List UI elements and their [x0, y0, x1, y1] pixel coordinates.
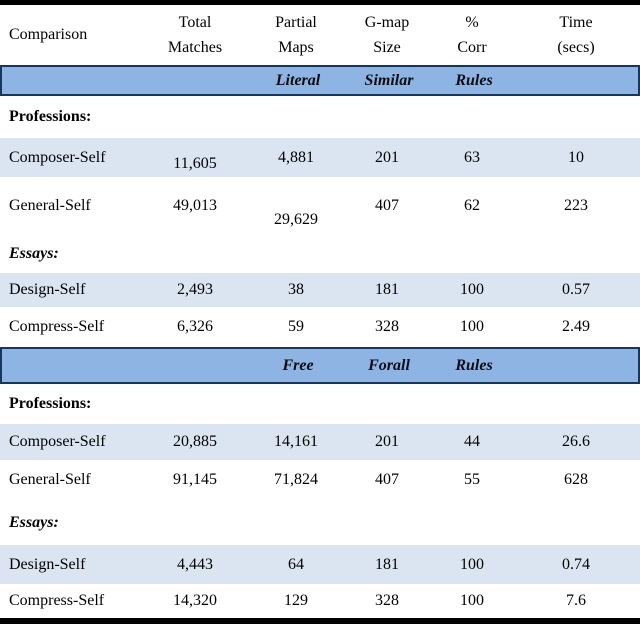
cell-gmap-size: 328 [375, 318, 399, 335]
header-line: Matches [167, 38, 223, 56]
cell-time-secs: 628 [564, 471, 588, 488]
data-row-composer-self: Composer-Self 11,605 4,881 201 63 10 [0, 138, 640, 177]
cell-partial-maps: 64 [288, 555, 304, 573]
cell-pct-corr: 55 [464, 471, 480, 488]
cell-partial-maps: 71,824 [274, 471, 318, 488]
header-line: Partial [275, 13, 317, 31]
band-label-literal: Literal [275, 71, 321, 89]
cell-time-secs: 26.6 [562, 433, 590, 450]
cell-gmap-size: 181 [375, 555, 399, 573]
cell-time-secs: 2.49 [562, 318, 590, 335]
cell-pct-corr: 63 [464, 148, 480, 166]
cell-partial-maps: 129 [284, 592, 308, 609]
section-band-free-forall-rules: Free Forall Rules [0, 347, 640, 384]
column-header-comparison: Comparison [9, 26, 88, 43]
table-bottom-border [0, 618, 640, 624]
cell-time-secs: 7.6 [566, 592, 586, 609]
section-band-literal-similar-rules: Literal Similar Rules [0, 65, 640, 96]
cell-total-matches: 49,013 [173, 197, 217, 214]
band-label-forall: Forall [368, 356, 410, 374]
row-label: Composer-Self [9, 148, 106, 166]
band-label-similar: Similar [364, 71, 414, 89]
cell-time-secs: 223 [564, 197, 588, 214]
cell-total-matches: 14,320 [173, 592, 217, 609]
header-line: Total [178, 13, 212, 31]
header-line: % [465, 13, 479, 31]
cell-pct-corr: 62 [464, 197, 480, 214]
cell-total-matches: 2,493 [177, 281, 213, 298]
group-label: Professions: [9, 395, 92, 412]
column-header-total-matches: Total Matches [140, 14, 250, 57]
group-label: Essays: [9, 513, 59, 531]
bottom-margin [0, 624, 640, 631]
table-top-border [0, 0, 640, 5]
header-line: Maps [278, 38, 314, 56]
cell-time-secs: 0.74 [562, 555, 590, 573]
row-label: General-Self [9, 471, 91, 488]
band-label-rules: Rules [455, 356, 493, 374]
column-header-pct-corr: % Corr [432, 14, 512, 57]
group-label-row-essays: Essays: [0, 235, 640, 273]
cell-gmap-size: 201 [375, 433, 399, 450]
column-header-gmap-size: G-map Size [342, 14, 432, 57]
cell-gmap-size: 328 [375, 592, 399, 609]
cell-pct-corr: 100 [460, 592, 484, 609]
cell-total-matches: 20,885 [173, 433, 217, 450]
row-label: Compress-Self [9, 592, 105, 609]
header-line: (secs) [557, 38, 595, 56]
cell-partial-maps: 14,161 [274, 433, 318, 450]
cell-gmap-size: 407 [375, 471, 399, 488]
band-label-rules: Rules [455, 71, 493, 89]
cell-partial-maps: 38 [288, 281, 304, 298]
cell-gmap-size: 407 [375, 197, 399, 214]
group-label-row-essays: Essays: [0, 500, 640, 545]
cell-partial-maps: 4,881 [278, 148, 314, 166]
cell-pct-corr: 100 [460, 555, 484, 573]
row-label: Design-Self [9, 281, 86, 298]
cell-total-matches: 6,326 [177, 318, 213, 335]
cell-gmap-size: 181 [375, 281, 399, 298]
cell-pct-corr: 100 [460, 281, 484, 298]
header-row: Comparison Total Matches Partial Maps G-… [0, 5, 640, 65]
cell-pct-corr: 44 [464, 433, 480, 450]
cell-total-matches: 91,145 [173, 471, 217, 488]
data-row-design-self: Design-Self 4,443 64 181 100 0.74 [0, 545, 640, 584]
cell-time-secs: 10 [568, 148, 584, 166]
header-line: G-map [364, 13, 410, 31]
cell-gmap-size: 201 [375, 148, 399, 166]
cell-partial-maps: 29,629 [274, 211, 318, 228]
header-line: Time [559, 13, 593, 31]
cell-pct-corr: 100 [460, 318, 484, 335]
data-row-general-self: General-Self 49,013 29,629 407 62 223 [0, 177, 640, 235]
row-label: Compress-Self [9, 318, 105, 335]
cell-total-matches: 4,443 [177, 555, 213, 573]
group-label-row-professions: Professions: [0, 96, 640, 138]
data-row-composer-self: Composer-Self 20,885 14,161 201 44 26.6 [0, 424, 640, 460]
cell-total-matches: 11,605 [173, 154, 217, 172]
group-label-row-professions: Professions: [0, 384, 640, 424]
band-label-free: Free [282, 356, 314, 374]
data-row-general-self: General-Self 91,145 71,824 407 55 628 [0, 460, 640, 500]
cell-time-secs: 0.57 [562, 281, 590, 298]
header-line: Size [373, 38, 401, 56]
cell-partial-maps: 59 [288, 318, 304, 335]
header-line: Corr [457, 38, 487, 56]
column-header-time-secs: Time (secs) [512, 14, 640, 57]
data-row-compress-self: Compress-Self 6,326 59 328 100 2.49 [0, 307, 640, 347]
data-row-design-self: Design-Self 2,493 38 181 100 0.57 [0, 273, 640, 307]
data-row-compress-self: Compress-Self 14,320 129 328 100 7.6 [0, 584, 640, 618]
group-label: Essays: [9, 245, 59, 262]
row-label: Design-Self [9, 555, 86, 573]
group-label: Professions: [9, 108, 92, 125]
column-header-partial-maps: Partial Maps [250, 14, 342, 57]
row-label: Composer-Self [9, 433, 106, 450]
row-label: General-Self [9, 197, 91, 214]
